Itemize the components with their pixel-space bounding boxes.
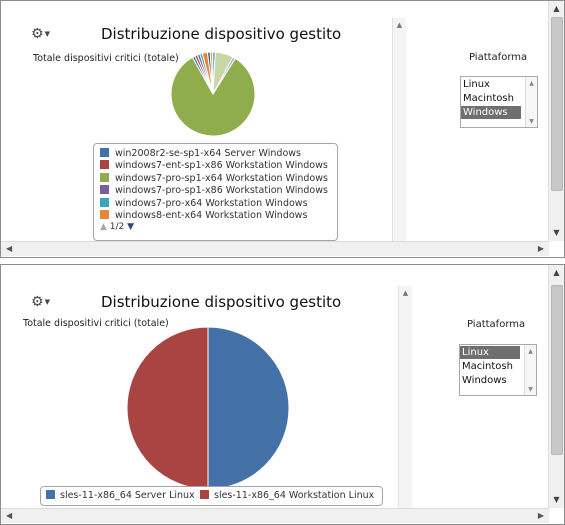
chart-subtitle: Totale dispositivi critici (totale) (33, 53, 179, 64)
scroll-up-icon[interactable]: ▲ (528, 348, 533, 355)
scroll-up-icon[interactable]: ▲ (402, 289, 409, 297)
pie-chart (126, 326, 290, 490)
platform-option-macintosh[interactable]: Macintosh (462, 361, 513, 372)
panel-horizontal-scrollbar[interactable]: ◀ ▶ (1, 508, 549, 523)
legend-item[interactable]: windows8-ent-x64 Workstation Windows (100, 210, 307, 222)
legend-swatch (46, 490, 55, 499)
gear-icon: ⚙ (31, 294, 44, 310)
chart-panel-windows: ⚙▼ Distribuzione dispositivo gestito Tot… (0, 0, 565, 258)
chart-subtitle: Totale dispositivi critici (totale) (23, 318, 169, 329)
pager-text: 1/2 (109, 222, 125, 232)
legend-label: windows7-pro-sp1-x64 Workstation Windows (115, 172, 328, 184)
chart-legend: sles-11-x86_64 Server Linux sles-11-x86_6… (40, 486, 383, 506)
legend-swatch (200, 490, 209, 499)
chart-panel-linux: ⚙▼ Distribuzione dispositivo gestito Tot… (0, 264, 565, 525)
chevron-down-icon: ▼ (44, 298, 50, 306)
pie-slice[interactable] (212, 56, 236, 95)
scroll-down-icon[interactable]: ▼ (529, 118, 534, 125)
scroll-left-icon[interactable]: ◀ (6, 244, 13, 253)
legend-pager: ▲ 1/2 ▼ (100, 222, 134, 232)
platform-listbox[interactable]: Linux Macintosh Windows ▲ ▼ (460, 76, 538, 128)
scroll-up-icon[interactable]: ▲ (553, 4, 560, 13)
legend-label: win2008r2-se-sp1-x64 Server Windows (115, 148, 301, 159)
legend-swatch (100, 197, 109, 207)
scroll-up-icon[interactable]: ▲ (553, 268, 560, 277)
legend-label: sles-11-x86_64 Workstation Linux (214, 490, 375, 501)
scrollbar-thumb[interactable] (551, 17, 563, 191)
scroll-down-icon[interactable]: ▼ (553, 228, 560, 237)
legend-swatch (100, 160, 109, 170)
scroll-up-icon[interactable]: ▲ (396, 21, 403, 29)
pie-slice[interactable] (170, 56, 256, 137)
pie-slice[interactable] (207, 326, 290, 490)
legend-item[interactable]: windows7-ent-sp1-x86 Workstation Windows (100, 160, 328, 172)
panel-horizontal-scrollbar[interactable]: ◀ ▶ (1, 241, 549, 256)
triangle-up-icon[interactable]: ▲ (100, 222, 107, 232)
platform-option-linux[interactable]: Linux (463, 79, 490, 90)
platform-label: Piattaforma (469, 52, 528, 63)
legend-swatch (100, 210, 109, 219)
scrollbar-thumb[interactable] (551, 285, 563, 455)
pie-slice[interactable] (126, 326, 209, 490)
chart-title: Distribuzione dispositivo gestito (101, 25, 342, 43)
chart-scrollbar[interactable]: ▲ (392, 18, 406, 241)
triangle-down-icon[interactable]: ▼ (127, 222, 135, 232)
scroll-up-icon[interactable]: ▲ (529, 80, 534, 87)
chevron-down-icon: ▼ (44, 30, 50, 38)
settings-menu-button[interactable]: ⚙▼ (31, 25, 55, 43)
legend-swatch (100, 172, 109, 182)
legend-label: windows7-pro-sp1-x86 Workstation Windows (115, 185, 328, 197)
listbox-scrollbar[interactable]: ▲ ▼ (525, 77, 537, 127)
scroll-down-icon[interactable]: ▼ (553, 495, 560, 504)
platform-listbox[interactable]: Linux Macintosh Windows ▲ ▼ (459, 344, 537, 396)
legend-item[interactable]: windows7-pro-x64 Workstation Windows (100, 197, 308, 210)
platform-label: Piattaforma (467, 319, 526, 330)
legend-item[interactable]: windows7-pro-sp1-x86 Workstation Windows (100, 185, 328, 197)
scroll-down-icon[interactable]: ▼ (528, 386, 533, 393)
chart-legend: win2008r2-se-sp1-x64 Server Windows windo… (93, 143, 338, 241)
scroll-right-icon[interactable]: ▶ (537, 244, 544, 253)
scroll-left-icon[interactable]: ◀ (6, 511, 13, 520)
legend-swatch (100, 148, 109, 157)
legend-label: windows8-ent-x64 Workstation Windows (115, 210, 308, 221)
chart-scrollbar[interactable]: ▲ (398, 286, 412, 508)
platform-option-macintosh[interactable]: Macintosh (463, 93, 514, 104)
platform-option-windows[interactable]: Windows (461, 106, 521, 119)
chart-title: Distribuzione dispositivo gestito (101, 293, 342, 311)
legend-label: sles-11-x86_64 Server Linux (60, 490, 195, 501)
settings-menu-button[interactable]: ⚙▼ (31, 293, 55, 311)
listbox-scrollbar[interactable]: ▲ ▼ (524, 345, 536, 395)
platform-option-windows[interactable]: Windows (462, 375, 507, 386)
legend-item[interactable]: sles-11-x86_64 Workstation Linux (200, 489, 374, 503)
legend-swatch (100, 185, 109, 195)
gear-icon: ⚙ (31, 26, 44, 42)
panel-vertical-scrollbar[interactable]: ▲ ▼ (548, 1, 564, 241)
legend-item[interactable]: windows7-pro-sp1-x64 Workstation Windows (100, 172, 328, 185)
legend-label: windows7-pro-x64 Workstation Windows (115, 197, 308, 209)
panel-vertical-scrollbar[interactable]: ▲ ▼ (548, 265, 564, 508)
legend-item[interactable]: sles-11-x86_64 Server Linux (46, 489, 195, 503)
scroll-right-icon[interactable]: ▶ (537, 511, 544, 520)
pie-chart (170, 51, 256, 137)
platform-option-linux[interactable]: Linux (460, 346, 520, 359)
legend-item[interactable]: win2008r2-se-sp1-x64 Server Windows (100, 148, 301, 160)
legend-label: windows7-ent-sp1-x86 Workstation Windows (115, 160, 328, 172)
